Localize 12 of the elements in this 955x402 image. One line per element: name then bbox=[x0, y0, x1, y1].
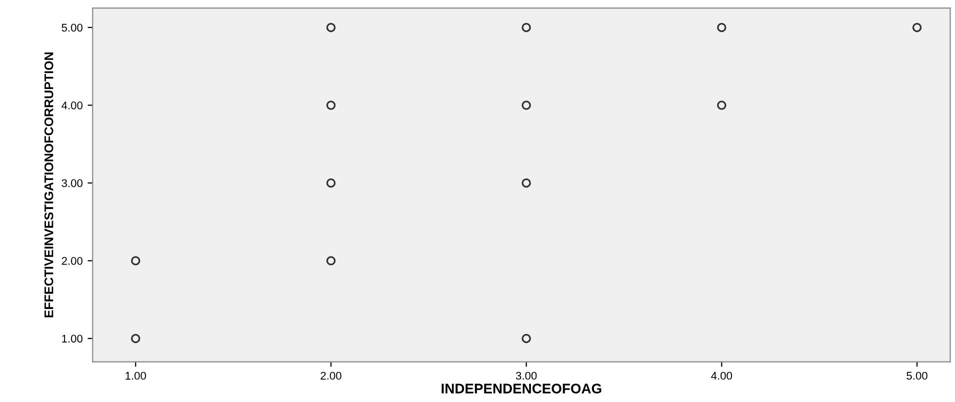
y-tick-label: 1.00 bbox=[62, 334, 82, 343]
x-tick-label: 3.00 bbox=[516, 372, 537, 380]
x-tick-label: 2.00 bbox=[320, 372, 342, 380]
y-tick-label: 2.00 bbox=[62, 256, 82, 265]
x-tick-label: 5.00 bbox=[906, 372, 928, 380]
y-tick-label: 3.00 bbox=[62, 179, 82, 188]
y-axis-title: EFFECTIVEINVESTIGATIONOFCORRUPTION bbox=[44, 52, 54, 318]
x-axis-title: INDEPENDENCEOFOAG bbox=[442, 384, 602, 394]
y-tick-label: 4.00 bbox=[62, 101, 82, 110]
x-tick-label: 4.00 bbox=[711, 372, 732, 380]
y-tick-label: 5.00 bbox=[62, 24, 82, 32]
x-tick-label: 1.00 bbox=[126, 372, 146, 380]
